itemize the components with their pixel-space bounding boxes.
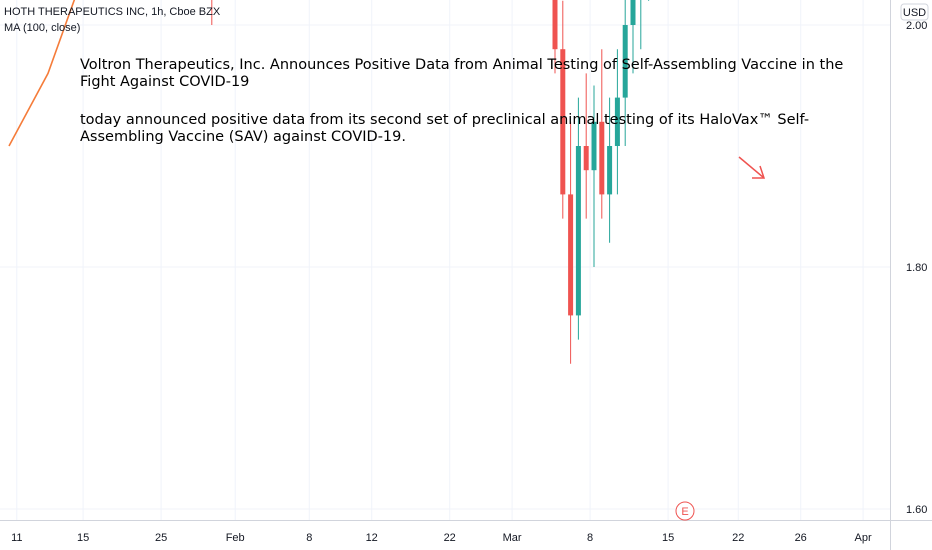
annotation-arrow-head: [752, 165, 766, 179]
time-tick-label: 22: [732, 532, 744, 544]
time-tick-label: 25: [155, 532, 167, 544]
symbol-title: HOTH THERAPEUTICS INC, 1h, Cboe BZX: [4, 6, 221, 18]
news-body: today announced positive data from its s…: [80, 112, 810, 145]
time-tick-label: Mar: [503, 532, 522, 544]
time-tick-label: Feb: [226, 532, 245, 544]
time-tick-label: 15: [77, 532, 89, 544]
candle-body: [583, 146, 589, 171]
time-tick-label: 22: [444, 532, 456, 544]
candle-body: [607, 146, 613, 195]
currency-badge[interactable]: [900, 3, 929, 21]
news-headline: Voltron Therapeutics, Inc. Announces Pos…: [80, 57, 844, 90]
candle-body: [614, 97, 620, 146]
earnings-marker-label: E: [681, 506, 688, 518]
time-tick-label: 26: [795, 532, 807, 544]
time-tick-label: 11: [11, 532, 22, 544]
candle-body: [599, 121, 605, 195]
candle-body: [560, 49, 566, 195]
candle-body: [568, 194, 574, 316]
candle-body: [622, 25, 628, 98]
earnings-marker-icon[interactable]: [675, 501, 695, 521]
ma-indicator-label: MA (100, close): [4, 22, 81, 34]
candle-body: [630, 0, 636, 26]
time-tick-label: 12: [366, 532, 378, 544]
candle-body: [552, 0, 558, 50]
price-tick-label: 1.80: [906, 262, 927, 274]
time-tick-label: 8: [306, 532, 312, 544]
annotation-arrow-shaft: [738, 156, 765, 179]
time-tick-label: Apr: [855, 532, 872, 544]
price-tick-label: 2.00: [906, 20, 927, 32]
candle-body: [591, 121, 597, 171]
time-tick-label: 15: [662, 532, 674, 544]
candle-body: [575, 146, 581, 316]
time-tick-label: 8: [587, 532, 593, 544]
currency-label: USD: [903, 7, 926, 19]
price-tick-label: 1.60: [906, 504, 927, 516]
